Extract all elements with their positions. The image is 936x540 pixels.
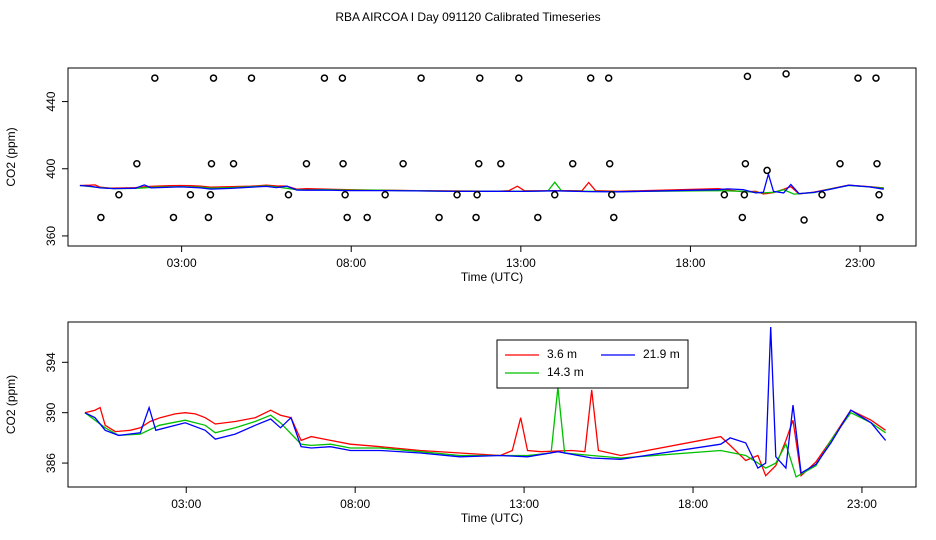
y-tick-label: 400 bbox=[44, 158, 58, 178]
legend-label: 14.3 m bbox=[547, 365, 584, 379]
point bbox=[763, 166, 771, 175]
point bbox=[97, 213, 105, 222]
point bbox=[551, 191, 559, 199]
point bbox=[133, 159, 141, 168]
point bbox=[740, 191, 749, 199]
point bbox=[854, 74, 862, 82]
point bbox=[515, 74, 523, 82]
point bbox=[417, 74, 425, 82]
point bbox=[206, 191, 215, 199]
x-tick-label: 23:00 bbox=[847, 497, 877, 511]
point bbox=[782, 70, 790, 78]
point bbox=[381, 191, 389, 199]
point bbox=[604, 74, 613, 82]
point bbox=[473, 191, 481, 199]
point bbox=[472, 213, 480, 222]
point bbox=[743, 72, 752, 81]
y-tick-label: 390 bbox=[44, 402, 58, 422]
point bbox=[204, 213, 213, 222]
point bbox=[586, 74, 595, 82]
x-tick-label: 08:00 bbox=[340, 497, 370, 511]
point bbox=[247, 74, 256, 82]
x-axis-label: Time (UTC) bbox=[461, 270, 523, 284]
point bbox=[568, 159, 577, 168]
legend-label: 3.6 m bbox=[547, 347, 577, 361]
point bbox=[741, 159, 750, 168]
x-tick-label: 13:00 bbox=[506, 256, 536, 270]
point bbox=[320, 74, 329, 82]
point bbox=[229, 159, 238, 168]
point bbox=[876, 213, 884, 222]
series-line bbox=[84, 389, 886, 478]
x-tick-label: 23:00 bbox=[845, 256, 875, 270]
point bbox=[453, 191, 461, 199]
x-axis-label: Time (UTC) bbox=[461, 511, 523, 525]
point bbox=[151, 74, 159, 82]
point bbox=[265, 213, 274, 222]
y-tick-label: 386 bbox=[44, 453, 58, 473]
point bbox=[818, 191, 826, 199]
point bbox=[497, 159, 505, 168]
point bbox=[399, 159, 407, 168]
y-axis-label: CO2 (ppm) bbox=[4, 375, 18, 434]
x-tick-label: 18:00 bbox=[678, 497, 708, 511]
point bbox=[343, 213, 351, 222]
plot-frame bbox=[67, 67, 917, 247]
point bbox=[338, 74, 347, 82]
point bbox=[207, 159, 216, 168]
point bbox=[169, 213, 178, 222]
plot-frame bbox=[67, 321, 917, 488]
point bbox=[605, 159, 614, 168]
page-title: RBA AIRCOA I Day 091120 Calibrated Times… bbox=[335, 10, 600, 24]
y-axis-label: CO2 (ppm) bbox=[4, 127, 18, 186]
point bbox=[186, 191, 195, 199]
legend-label: 21.9 m bbox=[643, 347, 680, 361]
point bbox=[872, 74, 880, 82]
point bbox=[363, 213, 371, 222]
point bbox=[476, 74, 484, 82]
point bbox=[302, 159, 311, 168]
point bbox=[607, 191, 616, 199]
y-tick-label: 360 bbox=[44, 226, 58, 246]
point bbox=[209, 74, 218, 82]
point bbox=[115, 191, 123, 199]
series-line bbox=[84, 326, 887, 475]
series-line bbox=[79, 171, 884, 195]
point bbox=[435, 213, 443, 222]
x-tick-label: 03:00 bbox=[171, 497, 201, 511]
point bbox=[475, 159, 483, 168]
x-tick-label: 13:00 bbox=[509, 497, 539, 511]
legend-box bbox=[496, 339, 689, 389]
point bbox=[610, 213, 618, 222]
point bbox=[800, 216, 808, 224]
point bbox=[836, 159, 844, 168]
x-tick-label: 18:00 bbox=[675, 256, 705, 270]
point bbox=[720, 191, 729, 199]
point bbox=[534, 213, 542, 222]
x-tick-label: 08:00 bbox=[336, 256, 366, 270]
point bbox=[873, 159, 881, 168]
y-tick-label: 440 bbox=[44, 91, 58, 111]
point bbox=[339, 159, 347, 168]
point bbox=[875, 191, 883, 199]
point bbox=[738, 213, 747, 222]
point bbox=[284, 191, 293, 199]
x-tick-label: 03:00 bbox=[167, 256, 197, 270]
y-tick-label: 394 bbox=[44, 352, 58, 372]
point bbox=[341, 191, 349, 199]
